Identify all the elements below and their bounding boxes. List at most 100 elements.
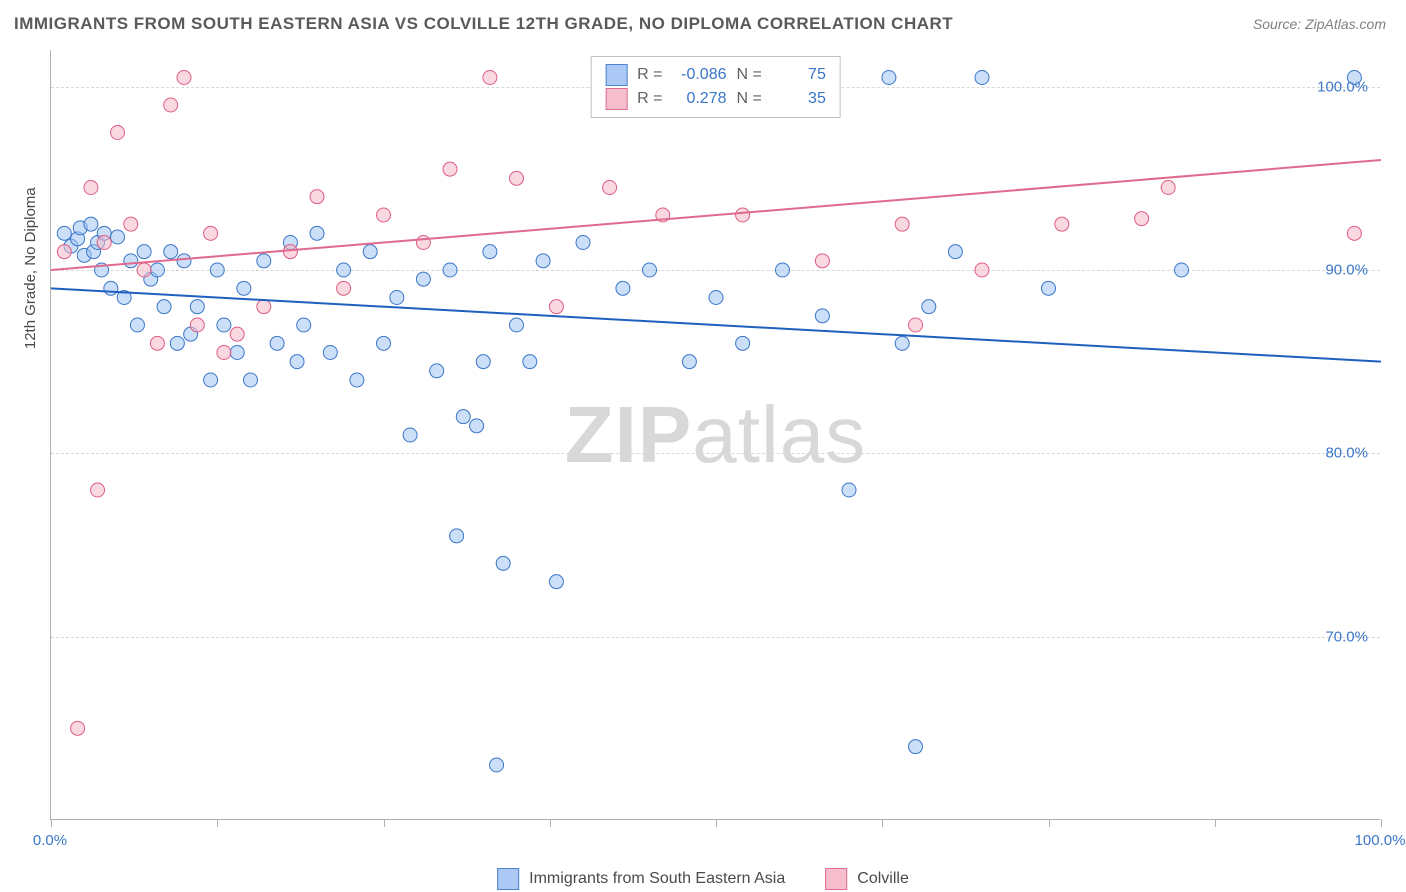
data-point [124, 217, 138, 231]
data-point [177, 254, 191, 268]
data-point [111, 230, 125, 244]
data-point [297, 318, 311, 332]
chart-title: IMMIGRANTS FROM SOUTH EASTERN ASIA VS CO… [14, 14, 953, 34]
data-point [895, 336, 909, 350]
data-point [416, 272, 430, 286]
xtick-label: 100.0% [1355, 832, 1406, 849]
swatch-series2-b [825, 868, 847, 890]
data-point [403, 428, 417, 442]
data-point [157, 300, 171, 314]
data-point [776, 263, 790, 277]
data-point [909, 740, 923, 754]
data-point [496, 556, 510, 570]
legend-row-series1: R = -0.086 N = 75 [605, 63, 826, 87]
data-point [310, 226, 324, 240]
data-point [975, 71, 989, 85]
data-point [377, 336, 391, 350]
data-point [536, 254, 550, 268]
legend-item-series1: Immigrants from South Eastern Asia [497, 868, 785, 890]
data-point [1347, 71, 1361, 85]
data-point [104, 281, 118, 295]
data-point [643, 263, 657, 277]
data-point [1135, 212, 1149, 226]
plot-area: ZIPatlas 70.0%80.0%90.0%100.0% R = -0.08… [50, 50, 1380, 820]
data-point [177, 71, 191, 85]
data-point [450, 529, 464, 543]
data-point [257, 254, 271, 268]
data-point [975, 263, 989, 277]
swatch-series2 [605, 88, 627, 110]
data-point [390, 291, 404, 305]
data-point [283, 245, 297, 259]
trend-line [51, 160, 1381, 270]
data-point [337, 263, 351, 277]
data-point [523, 355, 537, 369]
data-point [124, 254, 138, 268]
data-point [244, 373, 258, 387]
data-point [470, 419, 484, 433]
data-point [490, 758, 504, 772]
data-point [709, 291, 723, 305]
data-point [909, 318, 923, 332]
data-point [111, 126, 125, 140]
data-point [377, 208, 391, 222]
data-point [57, 226, 71, 240]
legend-label-series1: Immigrants from South Eastern Asia [529, 870, 785, 888]
data-point [682, 355, 696, 369]
data-point [1055, 217, 1069, 231]
data-point [736, 336, 750, 350]
correlation-legend: R = -0.086 N = 75 R = 0.278 N = 35 [590, 56, 841, 118]
data-point [476, 355, 490, 369]
data-point [576, 236, 590, 250]
data-point [842, 483, 856, 497]
data-point [57, 245, 71, 259]
data-point [257, 300, 271, 314]
data-point [922, 300, 936, 314]
data-point [190, 300, 204, 314]
data-point [895, 217, 909, 231]
data-point [237, 281, 251, 295]
data-point [603, 181, 617, 195]
data-point [510, 318, 524, 332]
data-point [736, 208, 750, 222]
source-label: Source: ZipAtlas.com [1253, 16, 1386, 32]
data-point [164, 245, 178, 259]
scatter-svg [51, 50, 1381, 820]
data-point [230, 346, 244, 360]
data-point [430, 364, 444, 378]
data-point [1042, 281, 1056, 295]
data-point [164, 98, 178, 112]
data-point [456, 410, 470, 424]
data-point [150, 336, 164, 350]
data-point [549, 300, 563, 314]
data-point [97, 236, 111, 250]
data-point [510, 171, 524, 185]
swatch-series1-b [497, 868, 519, 890]
data-point [1347, 226, 1361, 240]
data-point [91, 483, 105, 497]
data-point [84, 181, 98, 195]
legend-row-series2: R = 0.278 N = 35 [605, 87, 826, 111]
data-point [1175, 263, 1189, 277]
data-point [270, 336, 284, 350]
data-point [204, 373, 218, 387]
data-point [170, 336, 184, 350]
data-point [217, 318, 231, 332]
data-point [150, 263, 164, 277]
data-point [815, 254, 829, 268]
data-point [230, 327, 244, 341]
data-point [882, 71, 896, 85]
data-point [350, 373, 364, 387]
data-point [323, 346, 337, 360]
data-point [616, 281, 630, 295]
data-point [217, 346, 231, 360]
legend-label-series2: Colville [857, 870, 909, 888]
data-point [443, 263, 457, 277]
data-point [815, 309, 829, 323]
swatch-series1 [605, 64, 627, 86]
data-point [443, 162, 457, 176]
series-legend: Immigrants from South Eastern Asia Colvi… [497, 868, 909, 890]
y-axis-label: 12th Grade, No Diploma [22, 187, 39, 349]
data-point [290, 355, 304, 369]
data-point [549, 575, 563, 589]
